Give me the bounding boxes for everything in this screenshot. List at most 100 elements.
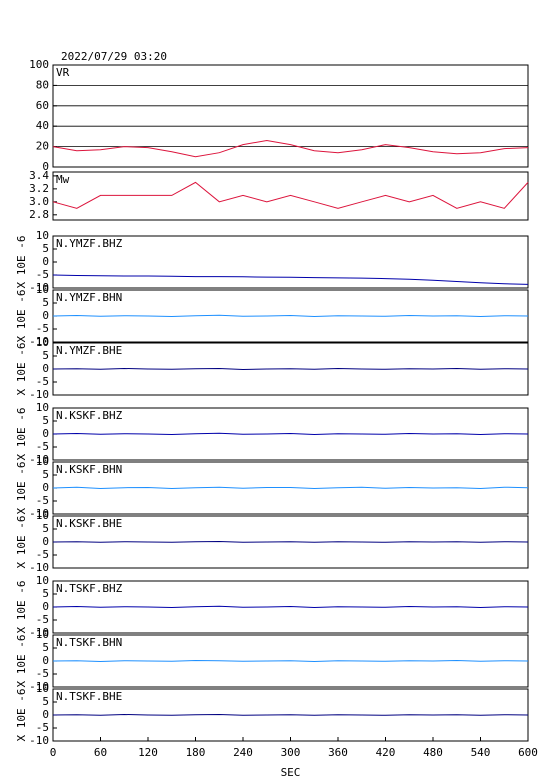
y-axis-label: X 10E -6 bbox=[15, 343, 28, 396]
y-tick-label: -5 bbox=[36, 494, 49, 507]
legend-label: N.YMZF.BHE bbox=[56, 344, 122, 357]
y-axis-label: X 10E -6 bbox=[15, 408, 28, 461]
panel-frame bbox=[52, 171, 529, 221]
series-line bbox=[52, 713, 529, 716]
y-tick-label: 40 bbox=[36, 119, 49, 132]
y-tick-label: -10 bbox=[29, 507, 49, 520]
y-tick-label: -10 bbox=[29, 626, 49, 639]
series-line bbox=[52, 432, 529, 436]
series-line bbox=[52, 540, 529, 543]
x-axis-label: SEC bbox=[281, 766, 301, 779]
y-tick-label: 5 bbox=[42, 641, 49, 654]
x-tick-label: 480 bbox=[423, 746, 443, 759]
y-tick-label: 80 bbox=[36, 78, 49, 91]
x-tick-label: 180 bbox=[186, 746, 206, 759]
y-tick-label: 10 bbox=[36, 682, 49, 695]
legend-label: N.KSKF.BHE bbox=[56, 517, 122, 530]
series-line bbox=[52, 605, 529, 609]
series-line bbox=[52, 367, 529, 371]
legend-label: N.KSKF.BHZ bbox=[56, 409, 123, 422]
y-tick-label: 0 bbox=[42, 654, 49, 667]
y-tick-label: -10 bbox=[29, 734, 49, 747]
y-tick-label: 5 bbox=[42, 695, 49, 708]
y-tick-label: -5 bbox=[36, 440, 49, 453]
y-axis-label: X 10E -6 bbox=[15, 290, 28, 343]
y-tick-label: 0 bbox=[42, 309, 49, 322]
y-tick-label: -10 bbox=[29, 388, 49, 401]
series-line bbox=[52, 181, 529, 209]
legend-label: N.TSKF.BHZ bbox=[56, 582, 123, 595]
y-tick-label: 0 bbox=[42, 708, 49, 721]
y-tick-label: 0 bbox=[42, 600, 49, 613]
y-tick-label: 10 bbox=[36, 336, 49, 349]
series-line bbox=[52, 314, 529, 318]
y-tick-label: 60 bbox=[36, 99, 49, 112]
y-tick-label: 5 bbox=[42, 296, 49, 309]
y-tick-label: 5 bbox=[42, 349, 49, 362]
y-tick-label: 10 bbox=[36, 229, 49, 242]
y-tick-label: 3.0 bbox=[29, 195, 49, 208]
y-tick-label: 5 bbox=[42, 414, 49, 427]
y-axis-label: X 10E -6 bbox=[15, 462, 28, 515]
x-tick-label: 240 bbox=[233, 746, 253, 759]
legend-label: N.YMZF.BHN bbox=[56, 291, 122, 304]
series-line bbox=[52, 659, 529, 663]
x-tick-label: 420 bbox=[376, 746, 396, 759]
y-tick-label: 10 bbox=[36, 283, 49, 296]
y-tick-label: 10 bbox=[36, 628, 49, 641]
y-tick-label: 3.2 bbox=[29, 182, 49, 195]
y-tick-label: 2.8 bbox=[29, 208, 49, 221]
y-axis-label: X 10E -6 bbox=[15, 689, 28, 742]
y-tick-label: -5 bbox=[36, 667, 49, 680]
chart-title: 2022/07/29 03:20 bbox=[61, 50, 167, 63]
legend-label: N.TSKF.BHN bbox=[56, 636, 122, 649]
y-tick-label: -5 bbox=[36, 375, 49, 388]
y-tick-label: 10 bbox=[36, 574, 49, 587]
x-tick-label: 600 bbox=[518, 746, 538, 759]
y-tick-label: 5 bbox=[42, 587, 49, 600]
y-tick-label: -5 bbox=[36, 721, 49, 734]
y-axis-label: X 10E -6 bbox=[15, 635, 28, 688]
x-tick-label: 120 bbox=[138, 746, 158, 759]
y-tick-label: 100 bbox=[29, 58, 49, 71]
y-tick-label: 0 bbox=[42, 160, 49, 173]
y-tick-label: 0 bbox=[42, 535, 49, 548]
legend-label: N.KSKF.BHN bbox=[56, 463, 122, 476]
legend-label: N.TSKF.BHE bbox=[56, 690, 122, 703]
x-tick-label: 360 bbox=[328, 746, 348, 759]
y-axis-label: X 10E -6 bbox=[15, 236, 28, 289]
y-tick-label: 5 bbox=[42, 468, 49, 481]
y-tick-label: 10 bbox=[36, 509, 49, 522]
y-tick-label: -5 bbox=[36, 322, 49, 335]
y-tick-label: 20 bbox=[36, 140, 49, 153]
panel-frame bbox=[52, 64, 529, 168]
y-tick-label: 3.4 bbox=[29, 169, 49, 182]
y-tick-label: 5 bbox=[42, 242, 49, 255]
y-tick-label: 0 bbox=[42, 481, 49, 494]
legend-label: Mw bbox=[56, 173, 70, 186]
x-tick-label: 0 bbox=[50, 746, 57, 759]
x-tick-label: 540 bbox=[471, 746, 491, 759]
legend-label: N.YMZF.BHZ bbox=[56, 237, 123, 250]
series-line bbox=[52, 139, 529, 158]
series-line bbox=[52, 486, 529, 490]
y-tick-label: -5 bbox=[36, 613, 49, 626]
y-tick-label: 5 bbox=[42, 522, 49, 535]
y-tick-label: -10 bbox=[29, 281, 49, 294]
x-tick-label: 60 bbox=[94, 746, 107, 759]
y-tick-label: 0 bbox=[42, 255, 49, 268]
y-tick-label: -5 bbox=[36, 548, 49, 561]
y-axis-label: X 10E -6 bbox=[15, 516, 28, 569]
y-tick-label: 10 bbox=[36, 455, 49, 468]
y-tick-label: -10 bbox=[29, 453, 49, 466]
y-tick-label: 0 bbox=[42, 362, 49, 375]
y-tick-label: -10 bbox=[29, 680, 49, 693]
series-line bbox=[52, 274, 529, 285]
x-tick-label: 300 bbox=[281, 746, 301, 759]
y-tick-label: -10 bbox=[29, 335, 49, 348]
legend-label: VR bbox=[56, 66, 70, 79]
y-tick-label: 0 bbox=[42, 427, 49, 440]
y-axis-label: X 10E -6 bbox=[15, 581, 28, 634]
y-tick-label: -10 bbox=[29, 561, 49, 574]
